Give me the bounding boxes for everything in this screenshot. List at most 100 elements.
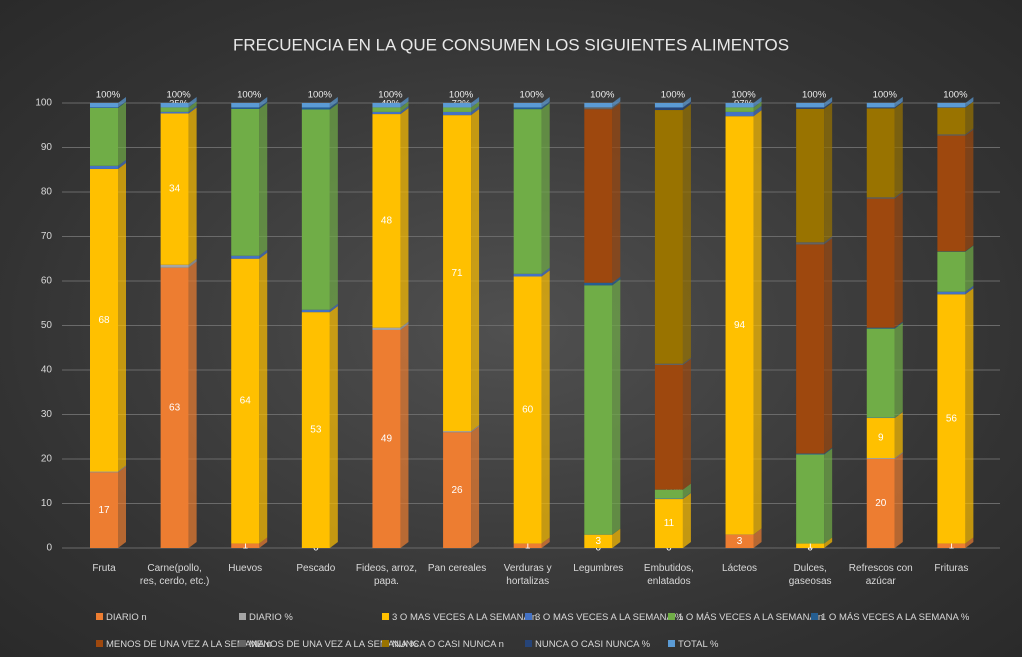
bar-segment <box>160 102 189 108</box>
bar-side <box>682 492 691 500</box>
bar-side <box>259 101 268 109</box>
legend-label: NUNCA O CASI NUNCA n <box>392 639 504 650</box>
bar-side <box>682 104 691 364</box>
bar-side <box>894 322 903 418</box>
bar-side <box>118 101 126 108</box>
bar-side <box>682 97 691 108</box>
bar-segment <box>160 107 189 112</box>
bar-segment <box>937 291 966 295</box>
bar-segment <box>372 111 401 115</box>
bar-segment <box>584 282 613 286</box>
bar-side <box>824 101 833 109</box>
x-tick-label: Embutidos, enlatados <box>643 563 694 587</box>
data-label: 100% <box>96 89 121 100</box>
bar-segment <box>513 107 542 110</box>
bar-side <box>118 96 126 108</box>
bar-side <box>894 452 903 459</box>
bar-segment <box>937 251 966 292</box>
bar-side <box>894 192 903 328</box>
bar-side <box>682 483 691 490</box>
bar-segment <box>443 432 472 548</box>
bar-segment <box>443 115 472 432</box>
bar-segment <box>937 294 966 544</box>
bar-side <box>400 101 409 112</box>
bar-segment <box>231 255 260 259</box>
bar-segment <box>160 267 189 548</box>
legend-swatch <box>239 640 246 647</box>
data-label: 0 <box>596 543 602 554</box>
bar-side <box>824 537 833 548</box>
bar-side <box>400 105 409 115</box>
bar-segment <box>796 242 825 245</box>
bar-segment <box>513 273 542 277</box>
bar-side <box>471 97 480 108</box>
data-label: 1 <box>807 540 813 551</box>
bar-side <box>400 108 409 328</box>
bar-side <box>682 358 691 490</box>
bar-side <box>965 245 974 292</box>
data-label: 3 <box>737 536 743 547</box>
bar-side <box>188 258 197 268</box>
legend-item: NUNCA O CASI NUNCA % <box>525 639 650 650</box>
bar-segment <box>301 309 330 313</box>
bar-side <box>188 96 197 108</box>
bar-side <box>329 97 338 108</box>
y-tick-label: 30 <box>41 409 53 420</box>
bar-side <box>612 528 621 548</box>
bar-segment <box>443 111 472 116</box>
legend-item: MENOS DE UNA VEZ A LA SEMANA % <box>239 639 418 650</box>
data-label: 100% <box>873 89 898 100</box>
y-tick-label: 90 <box>41 142 53 153</box>
y-tick-label: 0 <box>46 543 52 554</box>
bar-side <box>259 537 268 544</box>
data-label: 63 <box>169 402 181 413</box>
bar-side <box>824 447 833 455</box>
bar-side <box>471 101 480 108</box>
bar-side <box>471 101 480 112</box>
bar-side <box>188 105 197 114</box>
data-label: 100% <box>308 90 333 101</box>
bar-segment <box>301 107 330 110</box>
bar-segment <box>584 102 613 108</box>
y-tick-label: 40 <box>41 365 53 376</box>
data-label: 1 <box>525 540 531 551</box>
bar-side <box>965 129 974 252</box>
bar-segment <box>231 102 260 108</box>
x-tick-label: Pan cereales <box>427 563 487 574</box>
bar-segment <box>231 258 260 544</box>
bar-side <box>965 101 974 135</box>
y-tick-label: 70 <box>41 231 53 242</box>
bar-segment <box>796 107 825 109</box>
bar-side <box>824 236 833 245</box>
y-tick-label: 10 <box>41 498 53 509</box>
bar-side <box>894 321 903 329</box>
bar-segment <box>513 276 542 544</box>
bar-side <box>188 101 197 108</box>
bar-segment <box>654 103 683 108</box>
legend-label: NUNCA O CASI NUNCA % <box>535 639 651 650</box>
bar-side <box>753 96 762 108</box>
bar-segment <box>796 108 825 243</box>
bar-side <box>824 448 833 544</box>
bar-segment <box>301 103 330 108</box>
y-tick-label: 50 <box>41 320 53 331</box>
bar-side <box>965 285 974 295</box>
bar-side <box>400 321 409 330</box>
bar-side <box>753 110 762 535</box>
bar-side <box>329 101 338 110</box>
bar-segment <box>513 109 542 274</box>
legend-item: TOTAL % <box>668 639 718 650</box>
data-label: 26 <box>452 485 464 496</box>
data-label: 56 <box>946 414 958 425</box>
bar-segment <box>584 109 613 283</box>
bar-side <box>894 96 903 108</box>
bar-segment <box>231 108 260 256</box>
bar-side <box>612 528 621 535</box>
x-tick-label: Refrescos con azúcar <box>848 563 913 587</box>
x-tick-label: Lácteos <box>722 563 758 574</box>
legend-swatch <box>239 613 246 620</box>
data-label: 100% <box>731 89 756 100</box>
bar-segment <box>796 244 825 454</box>
bar-side <box>753 101 762 112</box>
bar-segment <box>654 107 683 111</box>
